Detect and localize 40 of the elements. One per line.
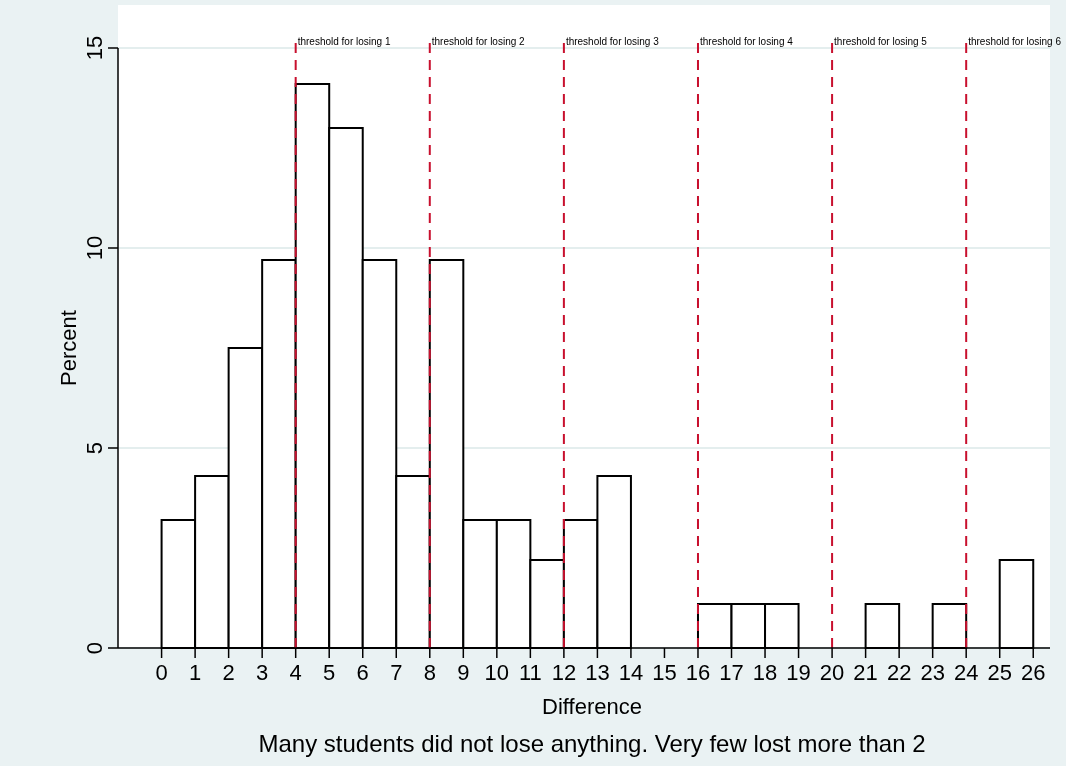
x-tick-label: 1 — [188, 660, 202, 685]
x-tick-label: 15 — [652, 660, 677, 685]
x-tick-label: 19 — [786, 660, 811, 685]
x-tick-label: 24 — [953, 660, 979, 685]
x-tick-label: 7 — [390, 660, 403, 685]
ref-line-label: threshold for losing 4 — [699, 36, 794, 47]
ref-line-label: threshold for losing 6 — [968, 36, 1062, 47]
x-tick-label: 8 — [423, 660, 436, 685]
x-tick-label: 2 — [222, 660, 235, 685]
text: Many students did not lose anything. Very few lost more than 2 — [258, 730, 926, 757]
x-tick-label: 13 — [585, 660, 610, 685]
y-tick-label: 0 — [82, 641, 107, 655]
y-axis-title: Percent — [56, 310, 81, 386]
x-tick-label: 14 — [618, 660, 644, 685]
y-tick-label: 15 — [82, 35, 107, 61]
x-tick-label: 3 — [256, 660, 269, 685]
x-tick-label: 10 — [484, 660, 510, 685]
x-tick-label: 18 — [752, 660, 778, 685]
y-tick-label: 10 — [82, 235, 107, 261]
x-tick-label: 21 — [853, 660, 878, 685]
x-tick-label: 6 — [356, 660, 369, 685]
x-tick-label: 5 — [323, 660, 336, 685]
y-tick-label: 5 — [82, 441, 107, 455]
x-tick-label: 17 — [719, 660, 744, 685]
x-tick-label: 0 — [155, 660, 168, 685]
ref-line-label: threshold for losing 1 — [297, 36, 391, 47]
x-tick-label: 4 — [289, 660, 302, 685]
x-axis-title: Difference — [542, 694, 642, 719]
x-tick-label: 16 — [685, 660, 711, 685]
ref-line-label: threshold for losing 3 — [565, 36, 660, 47]
x-tick-label: 26 — [1021, 660, 1046, 685]
x-tick-label: 12 — [551, 660, 577, 685]
x-tick-label: 9 — [457, 660, 470, 685]
x-tick-label: 22 — [886, 660, 912, 685]
x-tick-label: 23 — [920, 660, 945, 685]
ref-line-label: threshold for losing 5 — [834, 36, 928, 47]
x-tick-label: 11 — [518, 660, 542, 685]
x-tick-label: 20 — [819, 660, 845, 685]
x-tick-label: 25 — [987, 660, 1012, 685]
ref-line-label: threshold for losing 2 — [431, 36, 526, 47]
